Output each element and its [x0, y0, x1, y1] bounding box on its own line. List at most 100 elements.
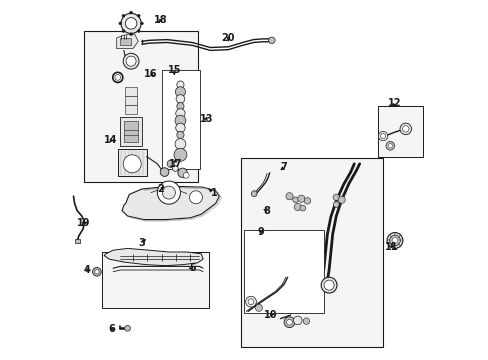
Circle shape: [126, 56, 136, 66]
Polygon shape: [269, 38, 272, 42]
Circle shape: [391, 238, 397, 243]
Circle shape: [175, 87, 185, 97]
Circle shape: [124, 325, 130, 331]
Circle shape: [177, 103, 183, 110]
Circle shape: [175, 139, 185, 149]
Polygon shape: [75, 239, 80, 243]
Circle shape: [304, 198, 310, 204]
Text: 15: 15: [167, 65, 181, 75]
Text: 20: 20: [221, 33, 235, 43]
Circle shape: [129, 11, 132, 14]
Text: 17: 17: [168, 159, 182, 169]
Text: 16: 16: [144, 69, 157, 79]
Circle shape: [178, 168, 187, 177]
Circle shape: [255, 304, 262, 311]
Circle shape: [95, 270, 99, 274]
Circle shape: [175, 109, 185, 118]
Circle shape: [172, 166, 178, 171]
Circle shape: [380, 134, 385, 139]
Circle shape: [157, 181, 180, 204]
Circle shape: [285, 193, 292, 200]
Text: 8: 8: [263, 206, 270, 216]
Circle shape: [303, 318, 309, 324]
Circle shape: [175, 115, 185, 126]
Circle shape: [399, 123, 411, 135]
Circle shape: [122, 14, 124, 17]
Circle shape: [174, 148, 186, 161]
Text: 9: 9: [257, 227, 264, 237]
Circle shape: [189, 191, 202, 204]
Circle shape: [299, 205, 305, 211]
Polygon shape: [125, 87, 137, 96]
Circle shape: [324, 280, 333, 290]
Circle shape: [332, 194, 339, 201]
Circle shape: [294, 203, 301, 211]
Circle shape: [160, 168, 168, 176]
Circle shape: [140, 22, 143, 25]
Polygon shape: [118, 149, 146, 176]
Polygon shape: [122, 186, 219, 220]
Text: 14: 14: [103, 135, 117, 145]
Circle shape: [137, 14, 140, 17]
Circle shape: [387, 144, 392, 148]
Circle shape: [92, 267, 101, 276]
Circle shape: [247, 299, 253, 305]
Circle shape: [386, 233, 402, 248]
Circle shape: [125, 18, 137, 29]
Text: 6: 6: [108, 324, 115, 334]
Text: 10: 10: [263, 310, 277, 320]
Circle shape: [251, 191, 257, 197]
Circle shape: [268, 37, 275, 44]
Circle shape: [297, 195, 305, 202]
Text: 12: 12: [387, 98, 401, 108]
Circle shape: [293, 316, 302, 325]
Text: 2: 2: [157, 184, 164, 194]
Text: 5: 5: [188, 263, 195, 273]
Polygon shape: [125, 105, 137, 114]
Circle shape: [337, 196, 345, 203]
Circle shape: [378, 131, 387, 141]
Circle shape: [333, 202, 339, 207]
Circle shape: [175, 123, 185, 132]
Text: 13: 13: [200, 114, 213, 124]
Text: 3: 3: [138, 238, 145, 248]
Circle shape: [292, 197, 298, 203]
Polygon shape: [104, 248, 203, 266]
Bar: [241, 158, 382, 347]
Circle shape: [183, 172, 189, 178]
Circle shape: [402, 126, 408, 132]
Bar: [162, 70, 199, 169]
Circle shape: [123, 53, 139, 69]
Circle shape: [245, 296, 256, 307]
Text: 1: 1: [210, 188, 217, 198]
Polygon shape: [120, 117, 142, 146]
Text: 4: 4: [83, 265, 90, 275]
Polygon shape: [117, 34, 138, 49]
Text: 19: 19: [76, 218, 90, 228]
Circle shape: [167, 160, 174, 167]
Bar: [84, 31, 197, 182]
Circle shape: [122, 30, 124, 32]
Circle shape: [121, 13, 141, 33]
Text: 18: 18: [154, 15, 167, 25]
Circle shape: [385, 141, 394, 150]
Circle shape: [176, 95, 184, 103]
Circle shape: [123, 155, 141, 173]
Circle shape: [286, 319, 292, 325]
Circle shape: [177, 81, 183, 88]
Circle shape: [389, 235, 400, 246]
Circle shape: [284, 317, 294, 328]
Circle shape: [177, 131, 183, 139]
Bar: [378, 106, 422, 157]
Circle shape: [119, 22, 122, 25]
Polygon shape: [125, 96, 137, 105]
Text: 11: 11: [385, 242, 398, 252]
Circle shape: [162, 186, 175, 199]
Circle shape: [137, 30, 140, 32]
Bar: [102, 252, 208, 308]
Circle shape: [321, 277, 336, 293]
Circle shape: [129, 33, 132, 36]
Text: 7: 7: [280, 162, 287, 172]
Polygon shape: [123, 121, 138, 142]
Polygon shape: [120, 38, 131, 45]
